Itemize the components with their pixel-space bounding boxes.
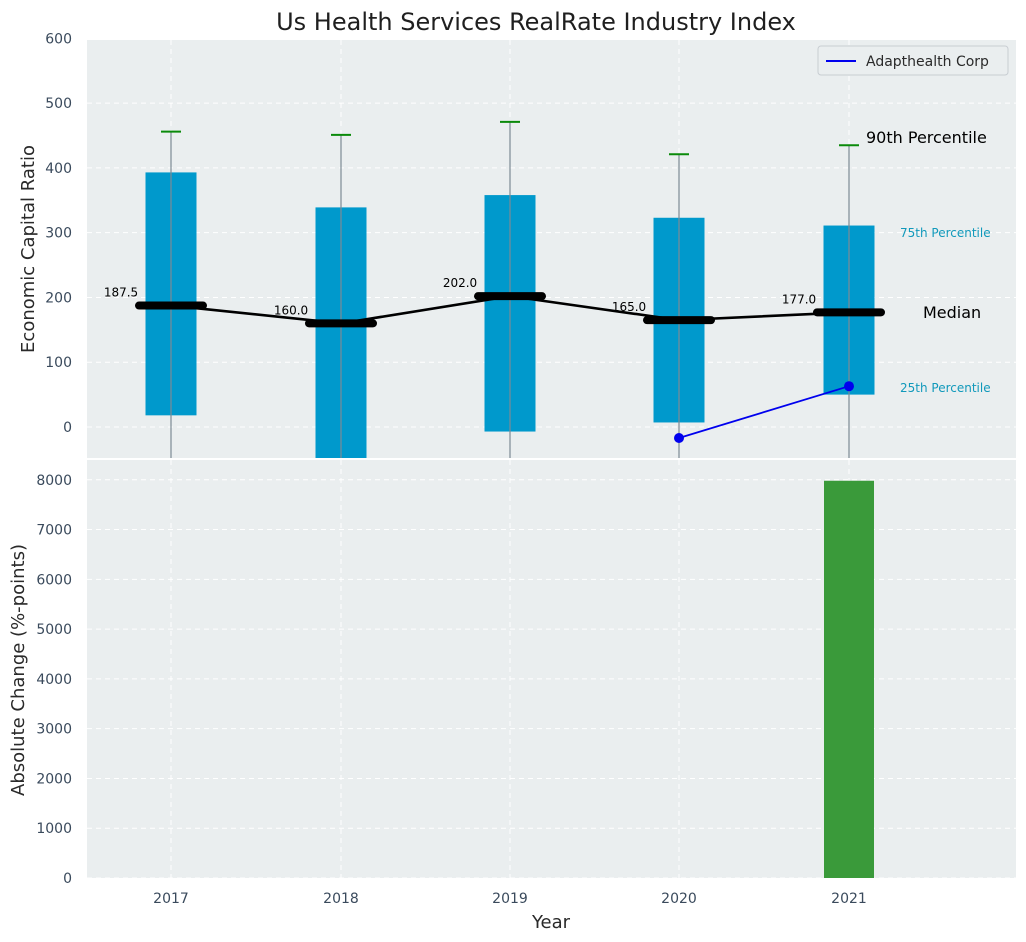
- median-series: 187.5 160.0 202.0 165.0 177.0: [104, 276, 885, 328]
- bottom-y-tick-label: 3000: [36, 722, 72, 738]
- top-y-tick-label: 0: [63, 420, 72, 436]
- top-y-axis-label: Economic Capital Ratio: [18, 145, 39, 353]
- bottom-y-axis-label: Absolute Change (%-points): [8, 544, 29, 796]
- legend-label-adapthealth: Adapthealth Corp: [866, 54, 989, 70]
- median-value-label: 202.0: [443, 276, 477, 290]
- legend: Adapthealth Corp: [817, 45, 1009, 76]
- median-value-label: 160.0: [274, 303, 308, 317]
- box-series: [145, 120, 875, 458]
- bottom-y-tick-label: 7000: [36, 523, 72, 539]
- bottom-y-tick-label: 0: [63, 871, 72, 887]
- median-value-label: 177.0: [782, 292, 816, 306]
- top-panel: 0 100 200 300 400 500 600 187.5 160.0 202.0 165.0…: [18, 31, 1016, 458]
- annotation-90th-percentile: 90th Percentile: [866, 128, 987, 147]
- bottom-y-ticks: 0 1000 2000 3000 4000 5000 6000 7000 8000: [36, 473, 72, 887]
- x-axis-label: Year: [531, 912, 571, 933]
- top-y-tick-label: 100: [45, 355, 72, 371]
- bottom-y-tick-label: 4000: [36, 672, 72, 688]
- company-point-2020: [674, 433, 684, 444]
- annotation-75th-percentile: 75th Percentile: [900, 226, 991, 240]
- top-y-ticks: 0 100 200 300 400 500 600: [45, 31, 72, 436]
- top-y-tick-label: 600: [45, 31, 72, 47]
- company-series: [674, 381, 854, 444]
- x-tick-label-2018: 2018: [323, 891, 359, 907]
- top-y-tick-label: 500: [45, 96, 72, 112]
- x-tick-label-2017: 2017: [153, 891, 189, 907]
- company-line: [678, 385, 850, 439]
- bottom-y-tick-label: 2000: [36, 771, 72, 787]
- bottom-y-tick-label: 5000: [36, 622, 72, 638]
- top-y-tick-label: 400: [45, 161, 72, 177]
- bottom-y-tick-label: 1000: [36, 821, 72, 837]
- bottom-y-tick-label: 8000: [36, 473, 72, 489]
- annotation-median: Median: [923, 303, 981, 322]
- annotation-25th-percentile: 25th Percentile: [900, 381, 991, 395]
- bottom-y-tick-label: 6000: [36, 572, 72, 588]
- chart-title: Us Health Services RealRate Industry Ind…: [276, 8, 796, 36]
- change-bars: [824, 480, 874, 878]
- x-tick-label-2019: 2019: [492, 891, 528, 907]
- company-point-2021: [844, 381, 854, 392]
- top-y-tick-label: 300: [45, 226, 72, 242]
- top-y-tick-label: 200: [45, 290, 72, 306]
- median-value-label: 165.0: [612, 300, 646, 314]
- legend-frame: [817, 45, 1009, 76]
- median-value-label: 187.5: [104, 286, 138, 300]
- bottom-plot-area: [87, 460, 1016, 878]
- x-ticks: 2017 2018 2019 2020 2021: [153, 891, 867, 907]
- x-tick-label-2021: 2021: [831, 891, 867, 907]
- change-bar-2021: [824, 480, 874, 878]
- x-tick-label-2020: 2020: [661, 891, 697, 907]
